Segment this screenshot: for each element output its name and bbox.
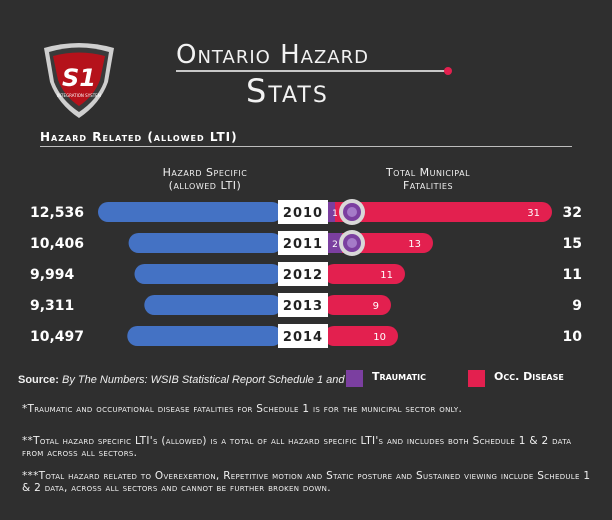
lti-value-2012: 9,994 [30, 267, 75, 283]
occ-disease-label-2011: 13 [408, 239, 421, 250]
year-box-2014 [278, 324, 328, 348]
legend-swatch-occ-disease [468, 370, 485, 387]
left-bar-2011 [128, 233, 282, 253]
fatality-total-2012: 11 [563, 267, 582, 283]
section-divider [40, 146, 572, 147]
occ-disease-label-2010: 31 [527, 208, 540, 219]
legend-label-occ-disease: Occ. Disease [494, 370, 564, 383]
footnote-1: *Traumatic and occupational disease fata… [22, 403, 463, 415]
lti-value-2011: 10,406 [30, 236, 84, 252]
marker-core-2010 [347, 207, 357, 217]
source-note: Source: By The Numbers: WSIB Statistical… [18, 374, 354, 386]
occ-disease-label-2012: 11 [380, 270, 393, 281]
left-bar-2012 [134, 264, 282, 284]
logo-mark: S1 [62, 64, 96, 92]
left-bar-2014 [127, 326, 282, 346]
occ-disease-bar-2010 [324, 202, 552, 222]
lti-value-2013: 9,311 [30, 298, 74, 314]
year-label-2012: 2012 [283, 268, 323, 283]
year-label-2013: 2013 [283, 299, 323, 314]
left-column-header: Hazard Specific (allowed LTI) [162, 166, 248, 192]
occ-disease-bar-2012 [324, 264, 405, 284]
year-label-2010: 2010 [283, 206, 323, 221]
fatality-total-2014: 10 [563, 329, 583, 345]
chart-title: Hazard Related (allowed LTI) [40, 130, 238, 144]
year-box-2010 [278, 200, 328, 224]
legend-label-traumatic: Traumatic [372, 370, 426, 383]
footnote-2: **Total hazard specific LTI's (allowed) … [22, 435, 572, 459]
fatality-total-2013: 9 [572, 298, 582, 314]
fatality-total-2011: 15 [563, 236, 582, 252]
occ-disease-label-2013: 9 [373, 301, 379, 312]
traumatic-bar-2011 [328, 233, 342, 253]
lti-value-2014: 10,497 [30, 329, 84, 345]
hazard-chart: 1 31 2010 12,536 32 2 13 2011 10,406 15 11 2012 9,99… [30, 199, 583, 348]
year-label-2014: 2014 [283, 330, 323, 345]
logo-subtext: INTEGRATION SYSTEM [57, 93, 102, 98]
left-bar-2013 [144, 295, 282, 315]
lti-value-2010: 12,536 [30, 205, 84, 221]
traumatic-label-2011: 2 [332, 240, 338, 250]
source-text: By The Numbers: WSIB Statistical Report … [62, 374, 354, 386]
traumatic-bar-2010 [328, 202, 335, 222]
right-column-header: Total Municipal Fatalities [385, 166, 471, 192]
year-box-2011 [278, 231, 328, 255]
s1-logo: S1 INTEGRATION SYSTEM [44, 43, 114, 118]
footnote-3: ***Total hazard related to Overexertion,… [22, 470, 591, 494]
page-title: Ontario Hazard [176, 40, 369, 70]
legend-swatch-traumatic [346, 370, 363, 387]
year-label-2011: 2011 [283, 237, 323, 252]
traumatic-label-2010: 1 [332, 209, 338, 219]
year-box-2013 [278, 293, 328, 317]
fatality-total-2010: 32 [563, 205, 582, 221]
page-subtitle: Stats [246, 72, 329, 110]
year-box-2012 [278, 262, 328, 286]
title-divider [176, 70, 448, 72]
occ-disease-bar-2014 [324, 326, 398, 346]
title-accent-dot [444, 67, 452, 75]
marker-core-2011 [347, 238, 357, 248]
occ-disease-bar-2013 [324, 295, 391, 315]
left-bar-2010 [98, 202, 282, 222]
occ-disease-label-2014: 10 [373, 332, 386, 343]
source-label: Source: [18, 374, 59, 386]
